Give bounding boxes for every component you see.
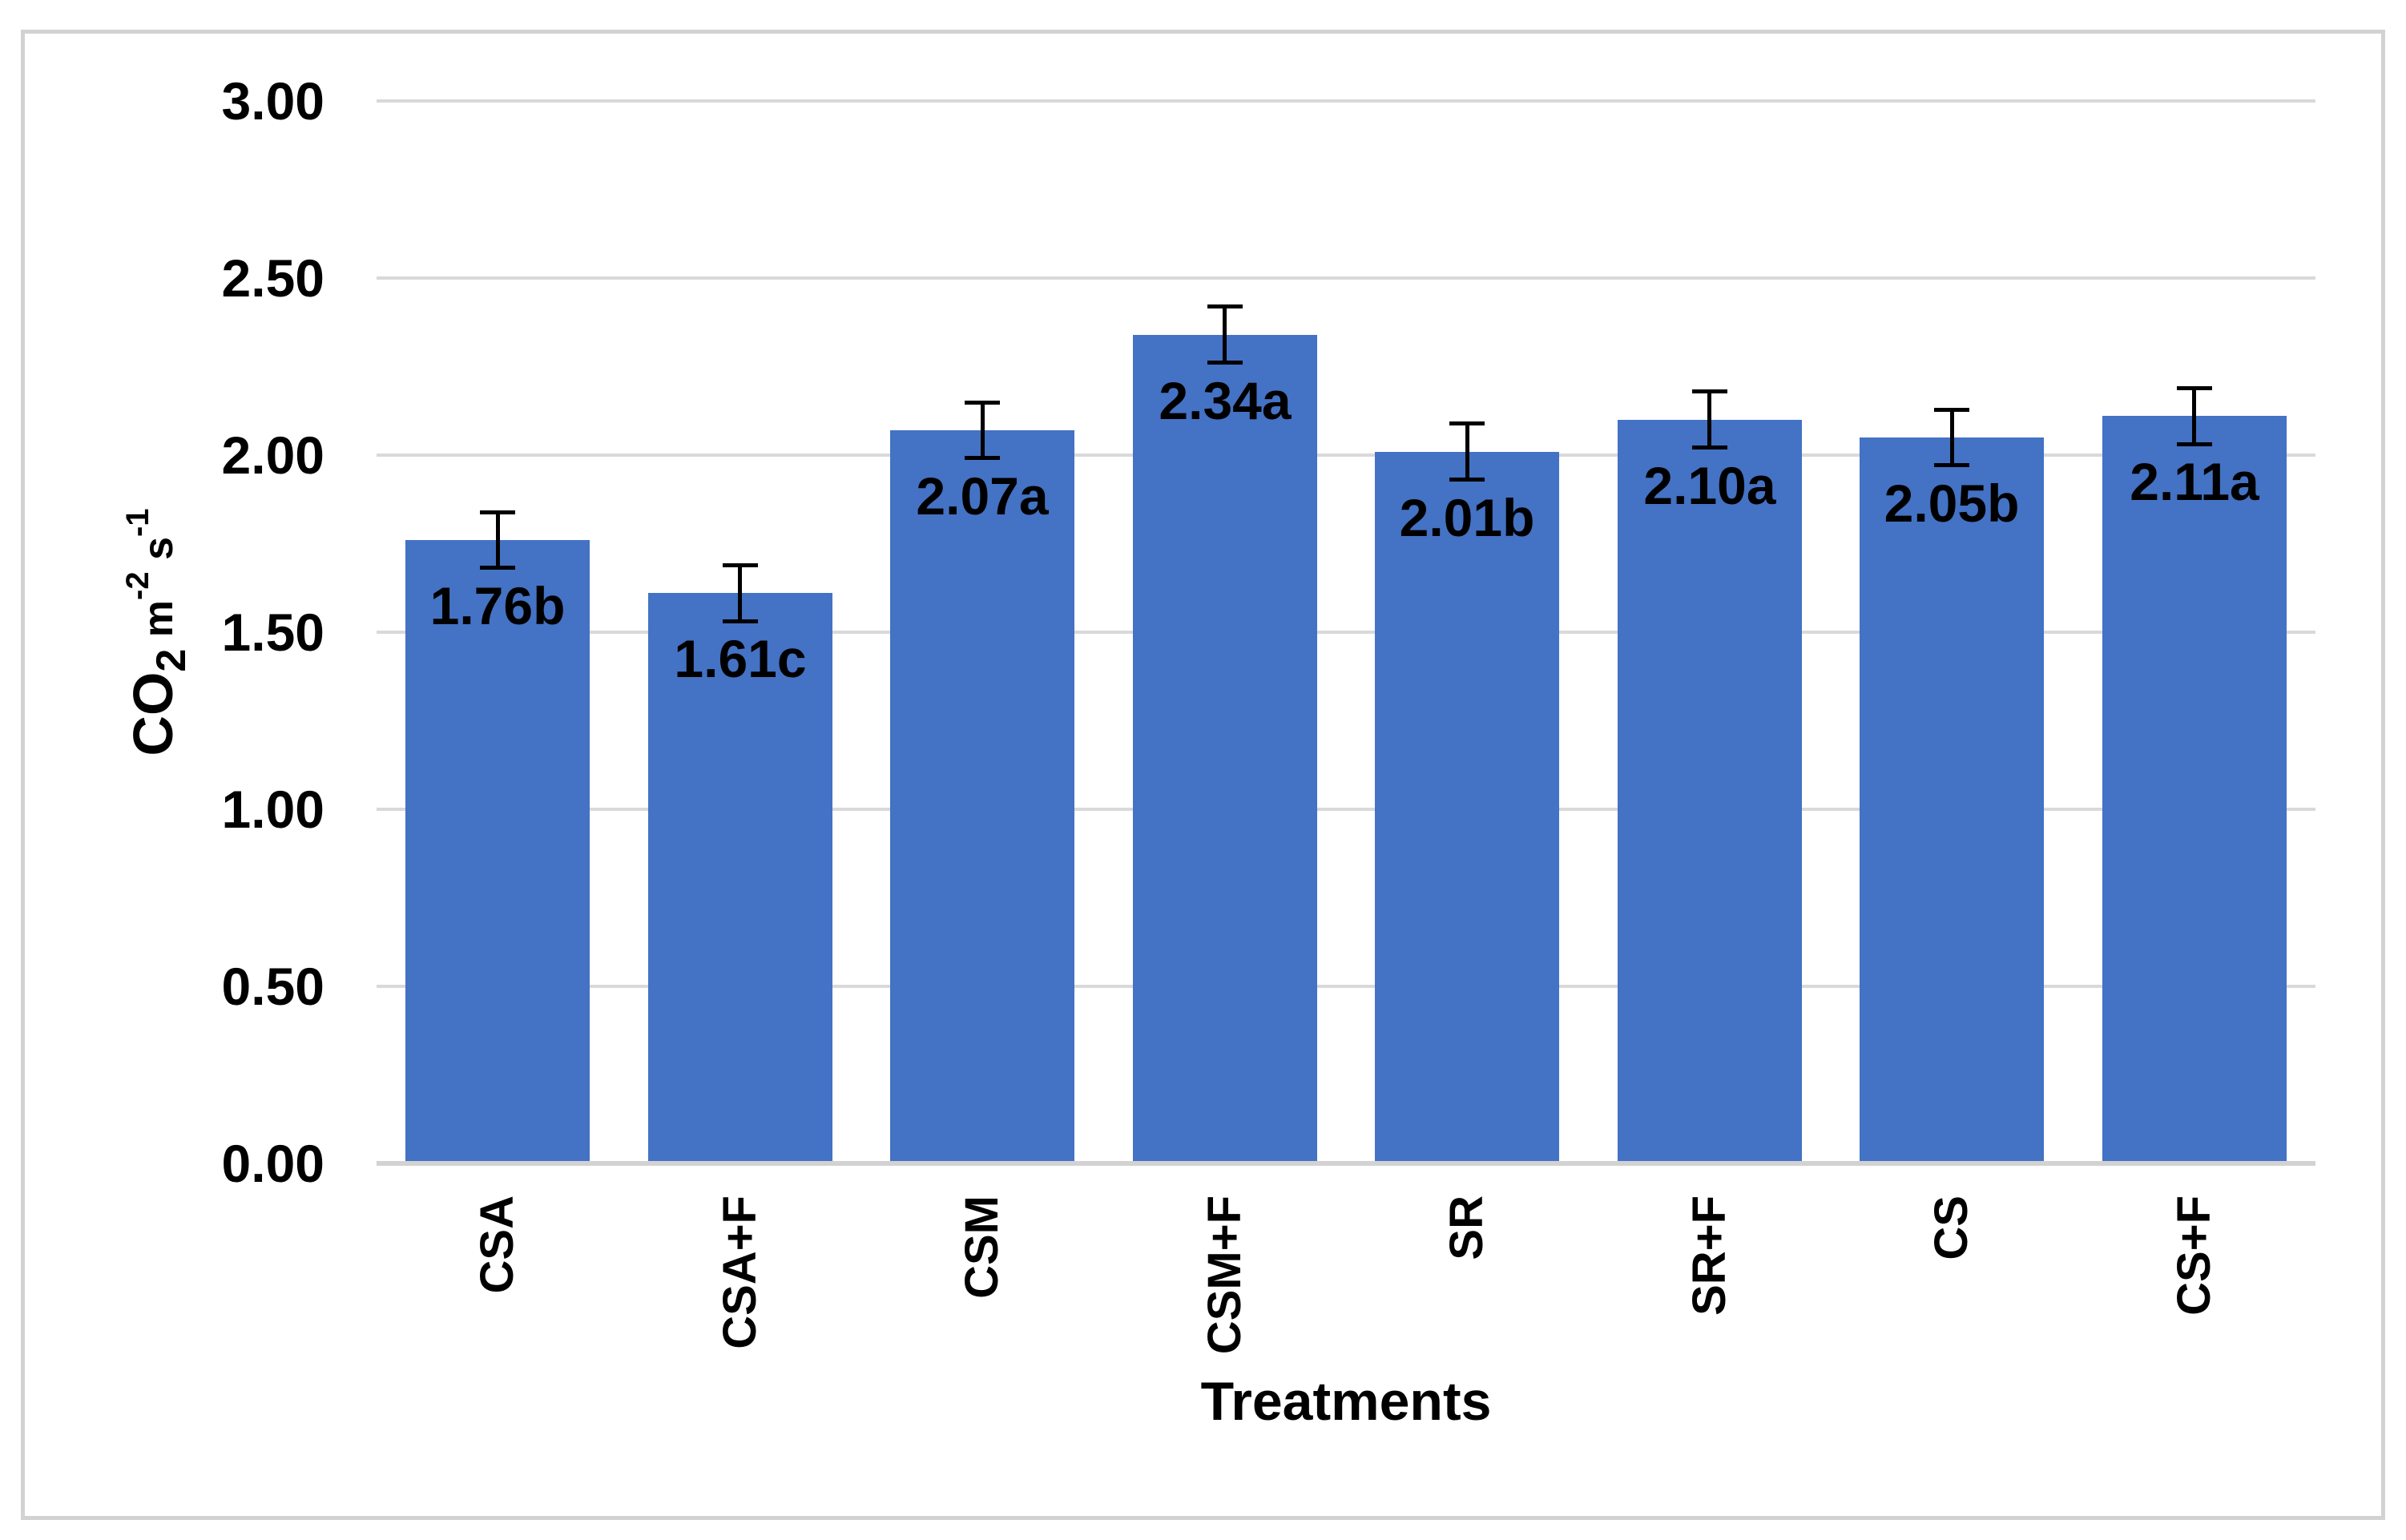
gridline-1.50: [377, 631, 2315, 634]
data-label-CSA: 1.76b: [429, 576, 566, 635]
error-bar-top-cap-CSM: [965, 401, 1000, 405]
data-label-CS: 2.05b: [1884, 474, 2020, 533]
bar-SR+F: [1618, 420, 1802, 1163]
error-bar-CS: [1950, 409, 1954, 466]
gridline-2.00: [377, 454, 2315, 457]
error-bar-CSM+F: [1223, 306, 1227, 363]
error-bar-bottom-cap-CSA+F: [723, 619, 758, 623]
ytick-1.50: 1.50: [221, 603, 324, 662]
data-label-CSA+F: 1.61c: [674, 629, 807, 688]
error-bar-bottom-cap-CSM+F: [1207, 361, 1243, 365]
bar-SR: [1375, 452, 1559, 1163]
bar-CSA: [405, 540, 590, 1163]
y-axis-title-segment: 2: [148, 648, 195, 672]
data-label-CSM: 2.07a: [916, 466, 1049, 526]
error-bar-SR+F: [1707, 391, 1711, 448]
xlabel-CSM: CSM: [956, 1195, 1008, 1299]
y-axis-title-segment: -1: [120, 508, 155, 538]
bar-CSM+F: [1133, 335, 1317, 1163]
bar-CSM: [890, 430, 1074, 1163]
bar-CS+F: [2102, 416, 2287, 1163]
ytick-3.00: 3.00: [221, 71, 324, 131]
y-axis-title-segment: CO: [122, 671, 184, 756]
y-axis-title-segment: m: [135, 599, 182, 649]
data-label-SR+F: 2.10a: [1643, 456, 1776, 515]
xlabel-CS: CS: [1925, 1195, 1977, 1260]
gridline-2.50: [377, 276, 2315, 280]
error-bar-CSA: [496, 512, 500, 568]
xlabel-CSA+F: CSA+F: [714, 1195, 766, 1349]
data-label-SR: 2.01b: [1399, 488, 1535, 547]
gridline-1.00: [377, 808, 2315, 811]
error-bar-top-cap-SR+F: [1692, 389, 1727, 393]
error-bar-bottom-cap-SR: [1449, 478, 1485, 482]
error-bar-top-cap-CSA+F: [723, 563, 758, 567]
y-axis-title-segment: s: [135, 537, 182, 572]
x-axis-title: Treatments: [1200, 1371, 1492, 1432]
xlabel-CSM+F: CSM+F: [1199, 1195, 1251, 1355]
bar-CS: [1860, 437, 2044, 1163]
error-bar-top-cap-CS+F: [2177, 386, 2212, 390]
error-bar-SR: [1465, 423, 1469, 480]
error-bar-CSA+F: [738, 565, 742, 622]
gridline-0.50: [377, 985, 2315, 988]
xlabel-SR+F: SR+F: [1683, 1195, 1735, 1316]
ytick-2.00: 2.00: [221, 425, 324, 485]
error-bar-bottom-cap-CSM: [965, 456, 1000, 460]
error-bar-CSM: [981, 402, 985, 458]
x-axis-line: [377, 1161, 2315, 1166]
error-bar-top-cap-CSM+F: [1207, 304, 1243, 308]
error-bar-top-cap-CSA: [480, 510, 515, 514]
ytick-2.50: 2.50: [221, 248, 324, 308]
error-bar-bottom-cap-CS: [1934, 463, 1969, 467]
error-bar-bottom-cap-SR+F: [1692, 445, 1727, 450]
ytick-1.00: 1.00: [221, 780, 324, 839]
error-bar-bottom-cap-CSA: [480, 566, 515, 570]
error-bar-CS+F: [2192, 388, 2196, 445]
xlabel-CSA: CSA: [471, 1195, 523, 1294]
ytick-0.00: 0.00: [221, 1134, 324, 1193]
error-bar-top-cap-SR: [1449, 421, 1485, 425]
y-axis-title: CO2 m-2 s-1: [120, 508, 195, 756]
y-axis-title-text: CO2 m-2 s-1: [120, 508, 195, 756]
bar-CSA+F: [648, 593, 832, 1163]
error-bar-top-cap-CS: [1934, 408, 1969, 412]
xlabel-CS+F: CS+F: [2168, 1195, 2220, 1316]
data-label-CS+F: 2.11a: [2130, 452, 2259, 511]
gridline-3.00: [377, 99, 2315, 103]
data-label-CSM+F: 2.34a: [1159, 371, 1292, 430]
ytick-0.50: 0.50: [221, 957, 324, 1016]
y-axis-title-segment: -2: [120, 571, 155, 600]
xlabel-SR: SR: [1441, 1195, 1493, 1260]
error-bar-bottom-cap-CS+F: [2177, 442, 2212, 446]
